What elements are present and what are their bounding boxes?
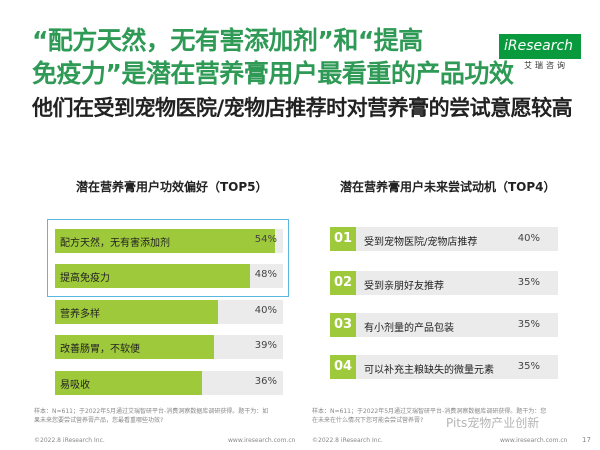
motivation-row: 04 可以补充主粮缺失的微量元素 35% bbox=[330, 355, 558, 379]
footer-copyright-left: ©2022.8 iResearch Inc. bbox=[34, 437, 105, 444]
bar-value-label: 54% bbox=[254, 234, 277, 245]
motivation-row: 03 有小剂量的产品包装 35% bbox=[330, 313, 558, 337]
iresearch-logo: iResearch bbox=[499, 34, 581, 59]
highlight-box bbox=[47, 219, 289, 297]
bar-label: 营养多样 bbox=[60, 309, 100, 320]
note-left: 样本：N=611；于2022年5月通过艾瑞智研平台-消费洞察数据库调研获得。题干… bbox=[34, 408, 269, 424]
motivation-value: 35% bbox=[517, 277, 540, 288]
footer-url-left: www.iresearch.com.cn bbox=[228, 437, 296, 444]
bar-row: 配方天然，无有害添加剂 54% bbox=[55, 229, 283, 253]
bar-label: 提高免疫力 bbox=[60, 273, 110, 284]
title-line-1: “配方天然，无有害添加剂”和“提高 bbox=[32, 26, 423, 55]
motivation-row: 01 受到宠物医院/宠物店推荐 40% bbox=[330, 227, 558, 251]
subtitle: 他们在受到宠物医院/宠物店推荐时对营养膏的尝试意愿较高 bbox=[32, 96, 573, 120]
motivation-label: 受到宠物医院/宠物店推荐 bbox=[364, 237, 478, 248]
bar bbox=[55, 229, 275, 253]
bar-label: 配方天然，无有害添加剂 bbox=[60, 238, 170, 249]
rank-badge: 02 bbox=[330, 271, 356, 295]
bar bbox=[55, 371, 202, 395]
bar-value-label: 36% bbox=[254, 376, 277, 387]
note-right: 样本：N=611；于2022年5月通过艾瑞智研平台-消费洞察数据库调研获得。题干… bbox=[312, 408, 547, 424]
rank-badge: 01 bbox=[330, 227, 356, 251]
motivation-value: 35% bbox=[517, 319, 540, 330]
bar-value-label: 40% bbox=[254, 305, 277, 316]
rank-badge: 03 bbox=[330, 313, 356, 337]
motivation-label: 有小剂量的产品包装 bbox=[364, 323, 454, 334]
title-line-2: 免疫力”是潜在营养膏用户最看重的产品功效 bbox=[32, 59, 514, 88]
watermark: Pits宠物产业创新 bbox=[446, 416, 540, 430]
bar-row: 提高免疫力 48% bbox=[55, 264, 283, 288]
motivation-row: 02 受到亲朋好友推荐 35% bbox=[330, 271, 558, 295]
bar-value-label: 48% bbox=[254, 269, 277, 280]
footer-copyright-right: ©2022.8 iResearch Inc. bbox=[312, 437, 383, 444]
page-number: 17 bbox=[582, 436, 591, 444]
bar-row: 营养多样 40% bbox=[55, 300, 283, 324]
bar-row: 改善肠胃，不软便 39% bbox=[55, 335, 283, 359]
bar-value-label: 39% bbox=[254, 340, 277, 351]
rank-badge: 04 bbox=[330, 355, 356, 379]
left-chart-title: 潜在营养膏用户功效偏好（TOP5） bbox=[76, 180, 268, 194]
bar-label: 改善肠胃，不软便 bbox=[60, 344, 140, 355]
right-chart-title: 潜在营养膏用户未来尝试动机（TOP4） bbox=[340, 180, 556, 194]
bar bbox=[55, 264, 250, 288]
bar bbox=[55, 335, 214, 359]
bar-row: 易吸收 36% bbox=[55, 371, 283, 395]
footer-url-right: www.iresearch.com.cn bbox=[500, 437, 568, 444]
bar-label: 易吸收 bbox=[60, 380, 90, 391]
bar bbox=[55, 300, 218, 324]
motivation-label: 可以补充主粮缺失的微量元素 bbox=[364, 365, 494, 376]
motivation-value: 40% bbox=[517, 233, 540, 244]
motivation-value: 35% bbox=[517, 361, 540, 372]
motivation-label: 受到亲朋好友推荐 bbox=[364, 281, 444, 292]
logo-subtext: 艾瑞咨询 bbox=[524, 61, 568, 70]
